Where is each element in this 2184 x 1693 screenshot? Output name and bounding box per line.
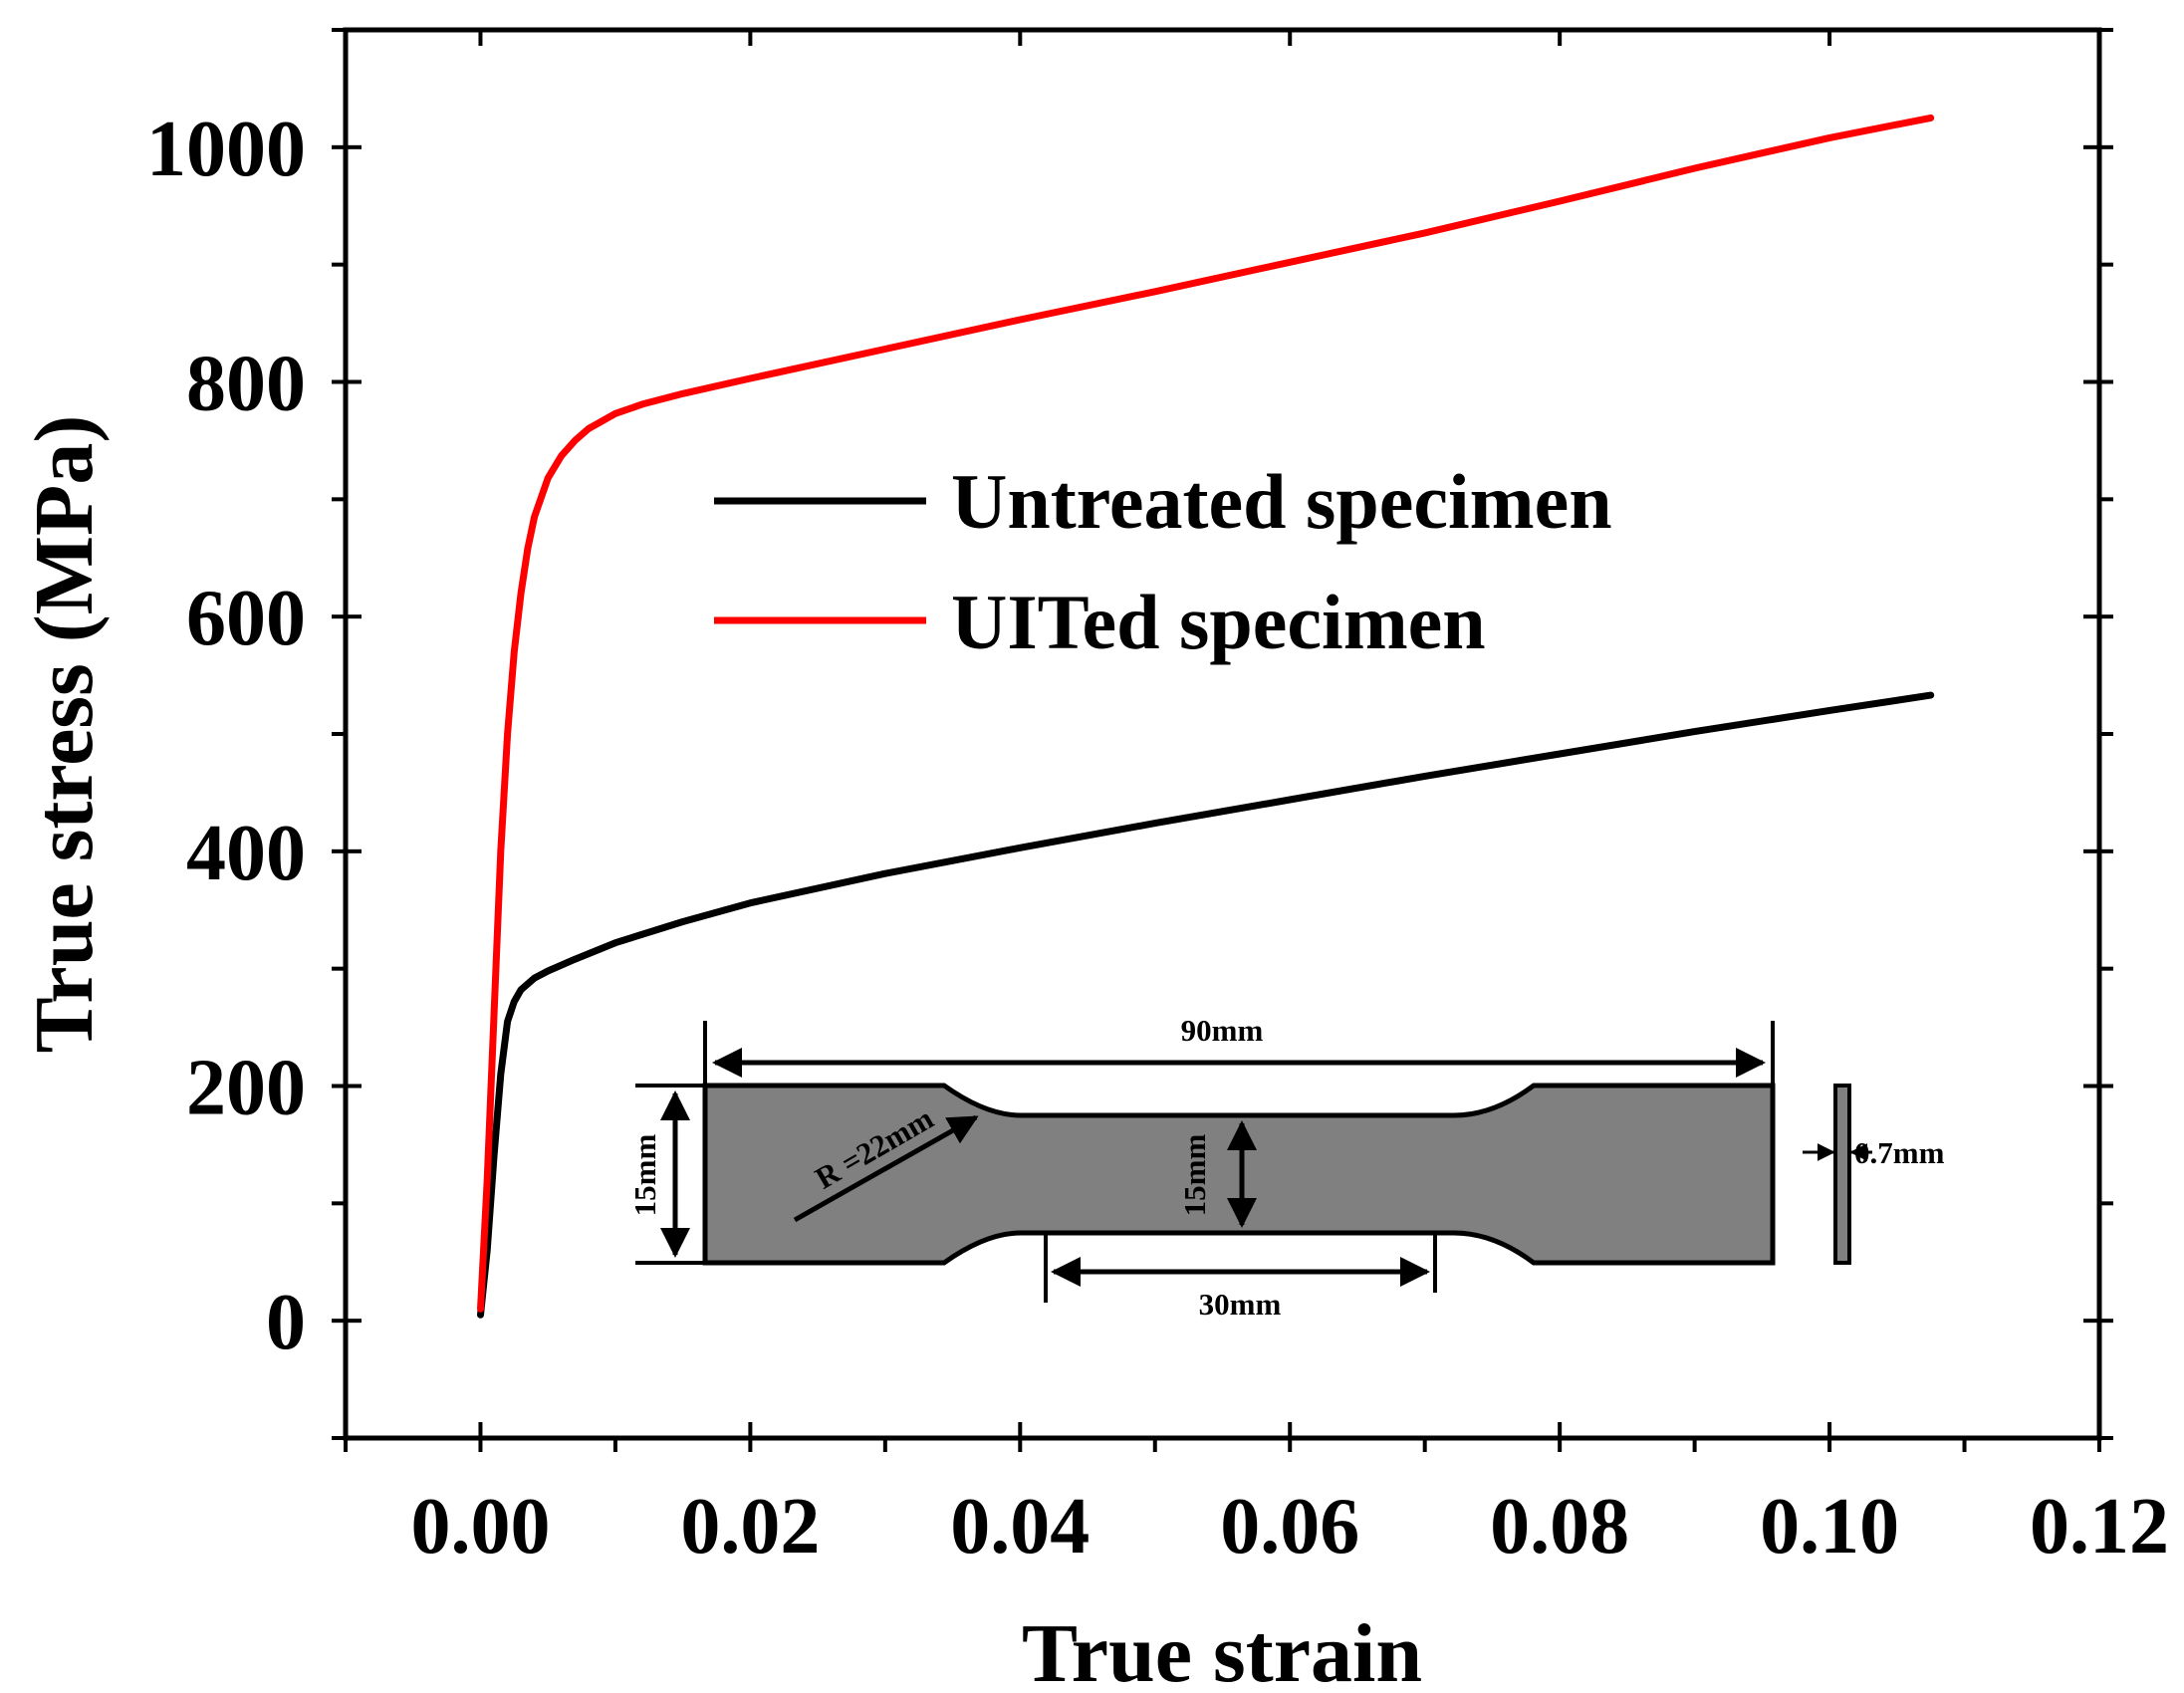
legend: Untreated specimen UITed specimen	[714, 458, 1612, 665]
y-tick-label: 1000	[146, 106, 306, 193]
y-tick-label: 400	[186, 810, 306, 897]
series-line-uited	[477, 114, 1935, 1313]
series-lines	[477, 114, 1935, 1319]
dim-label-gauge: 30mm	[1199, 1287, 1282, 1322]
x-tick-label: 0.02	[680, 1483, 820, 1571]
dim-label-thickness: 0.7mm	[1854, 1135, 1945, 1170]
dim-label-overall: 90mm	[1181, 1013, 1264, 1048]
x-tick-label: 0.08	[1490, 1483, 1629, 1571]
series-line-untreated	[477, 691, 1935, 1319]
x-tick-label: 0.06	[1220, 1483, 1359, 1571]
x-tick-label: 0.12	[2030, 1483, 2169, 1571]
x-tick-label: 0.04	[950, 1483, 1090, 1571]
dim-label-grip-width: 15mm	[627, 1134, 662, 1217]
y-tick-label: 600	[186, 575, 306, 662]
y-tick-label: 0	[266, 1279, 306, 1366]
y-tick-label: 200	[186, 1045, 306, 1132]
legend-label-uited: UITed specimen	[951, 579, 1486, 665]
x-tick-label: 0.10	[1760, 1483, 1899, 1571]
specimen-side-view	[1833, 1084, 1851, 1265]
y-tick-label: 800	[186, 341, 306, 428]
legend-label-untreated: Untreated specimen	[951, 458, 1612, 545]
specimen-inset: 90mm 30mm 15mm 15mm R =22mm 0.7mm	[627, 1013, 1945, 1322]
dim-arrow-radius	[793, 1114, 979, 1223]
specimen-shape	[702, 1083, 1776, 1266]
axis-tick-labels: 0.00 0.02 0.04 0.06 0.08 0.10 0.12 0 200 400 600 80…	[146, 106, 2169, 1571]
dim-label-gauge-width: 15mm	[1177, 1134, 1212, 1217]
axis-ticks	[332, 28, 2113, 1452]
x-tick-label: 0.00	[410, 1483, 550, 1571]
x-axis-title: True strain	[1022, 1607, 1422, 1693]
y-axis-title: True stress (MPa)	[18, 415, 111, 1054]
